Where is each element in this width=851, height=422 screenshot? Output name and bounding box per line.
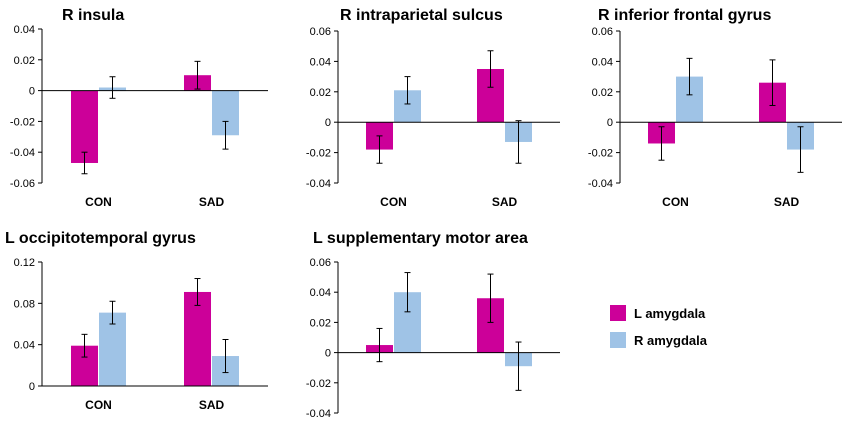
chart-title: R intraparietal sulcus — [340, 7, 503, 24]
y-tick-label: 0.02 — [310, 317, 331, 329]
chart-r-insula: R insula -0.06 -0.04 -0.02 0 0.02 0.04 CON SAD — [10, 7, 268, 209]
y-tick-label: 0.02 — [310, 87, 331, 99]
chart-title: L occipitotemporal gyrus — [5, 230, 196, 247]
legend: L amygdala R amygdala — [610, 305, 708, 348]
chart-l-occipitotemporal-gyrus: L occipitotemporal gyrus 0 0.04 0.08 0.12 CON… — [5, 230, 268, 412]
category-label-con: CON — [85, 195, 112, 209]
y-tick-label: 0.04 — [310, 287, 331, 299]
y-tick-label: 0 — [29, 381, 35, 393]
y-tick-label: -0.02 — [10, 116, 35, 128]
category-label-con: CON — [85, 398, 112, 412]
legend-label-l-amygdala: L amygdala — [634, 306, 706, 321]
y-tick-label: 0 — [607, 117, 613, 129]
category-label-con: CON — [380, 195, 407, 209]
legend-swatch-l-amygdala — [610, 305, 626, 321]
bar-r-amygdala-con — [99, 312, 126, 386]
category-label-sad: SAD — [774, 195, 800, 209]
y-tick-label: -0.04 — [306, 408, 331, 420]
category-label-sad: SAD — [492, 195, 518, 209]
y-tick-label: -0.04 — [588, 178, 613, 190]
y-tick-label: 0.04 — [592, 56, 613, 68]
chart-r-intraparietal-sulcus: R intraparietal sulcus -0.04 -0.02 0 0.02 0.0… — [306, 7, 560, 209]
chart-r-inferior-frontal-gyrus: R inferior frontal gyrus -0.04 -0.02 0 0.02 0… — [588, 7, 842, 209]
y-tick-label: 0.12 — [14, 257, 35, 269]
bar-l-amygdala-con — [71, 90, 98, 163]
y-tick-label: -0.04 — [10, 147, 35, 159]
y-tick-label: -0.04 — [306, 178, 331, 190]
category-label-con: CON — [662, 195, 689, 209]
chart-title: L supplementary motor area — [313, 230, 528, 247]
y-tick-label: 0 — [325, 117, 331, 129]
category-label-sad: SAD — [199, 195, 225, 209]
y-tick-label: -0.02 — [588, 148, 613, 160]
y-tick-label: 0.02 — [14, 55, 35, 67]
y-tick-label: 0.02 — [592, 87, 613, 99]
chart-l-supplementary-motor-area: L supplementary motor area -0.04 -0.02 0 0.0… — [306, 230, 560, 420]
y-tick-label: 0 — [325, 348, 331, 360]
y-tick-label: 0.04 — [310, 56, 331, 68]
y-tick-label: 0.06 — [310, 26, 331, 38]
legend-swatch-r-amygdala — [610, 332, 626, 348]
y-tick-label: 0.04 — [14, 24, 35, 36]
y-tick-label: -0.02 — [306, 148, 331, 160]
y-tick-label: 0.04 — [14, 340, 35, 352]
bar-l-amygdala-sad — [184, 291, 211, 386]
category-label-sad: SAD — [199, 398, 225, 412]
chart-title: R insula — [62, 7, 124, 24]
y-tick-label: 0 — [29, 86, 35, 98]
chart-title: R inferior frontal gyrus — [598, 7, 771, 24]
y-tick-label: 0.06 — [592, 26, 613, 38]
legend-label-r-amygdala: R amygdala — [634, 333, 708, 348]
y-tick-label: -0.02 — [306, 378, 331, 390]
y-tick-label: 0.08 — [14, 298, 35, 310]
y-tick-label: -0.06 — [10, 178, 35, 190]
y-tick-label: 0.06 — [310, 257, 331, 269]
